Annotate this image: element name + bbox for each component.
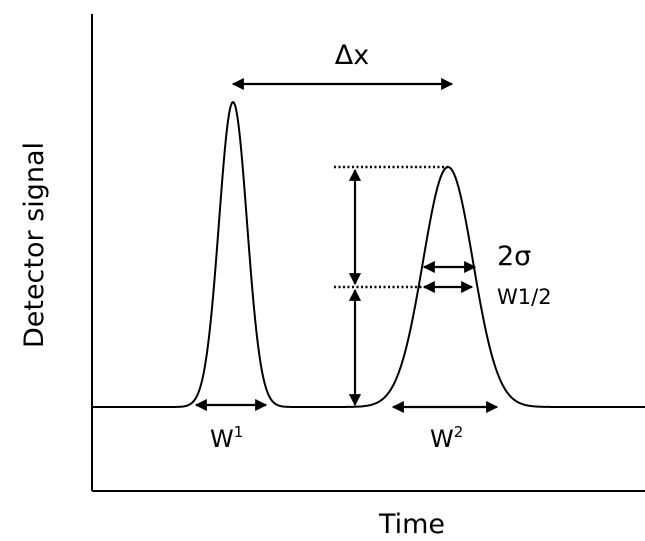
w2-label-base: W xyxy=(430,425,454,453)
w1-label-sup: 1 xyxy=(234,423,244,441)
x-axis-label: Time xyxy=(378,509,445,540)
y-axis-label: Detector signal xyxy=(19,142,50,348)
w1-label-base: W xyxy=(210,425,234,453)
w2-label: W2 xyxy=(430,423,463,453)
half-width-label: W1/2 xyxy=(497,285,552,309)
w2-label-sup: 2 xyxy=(454,423,464,441)
delta-x-label: Δx xyxy=(335,40,369,71)
w1-label: W1 xyxy=(210,423,243,453)
signal-curve xyxy=(92,101,645,408)
two-sigma-label: 2σ xyxy=(497,241,531,272)
